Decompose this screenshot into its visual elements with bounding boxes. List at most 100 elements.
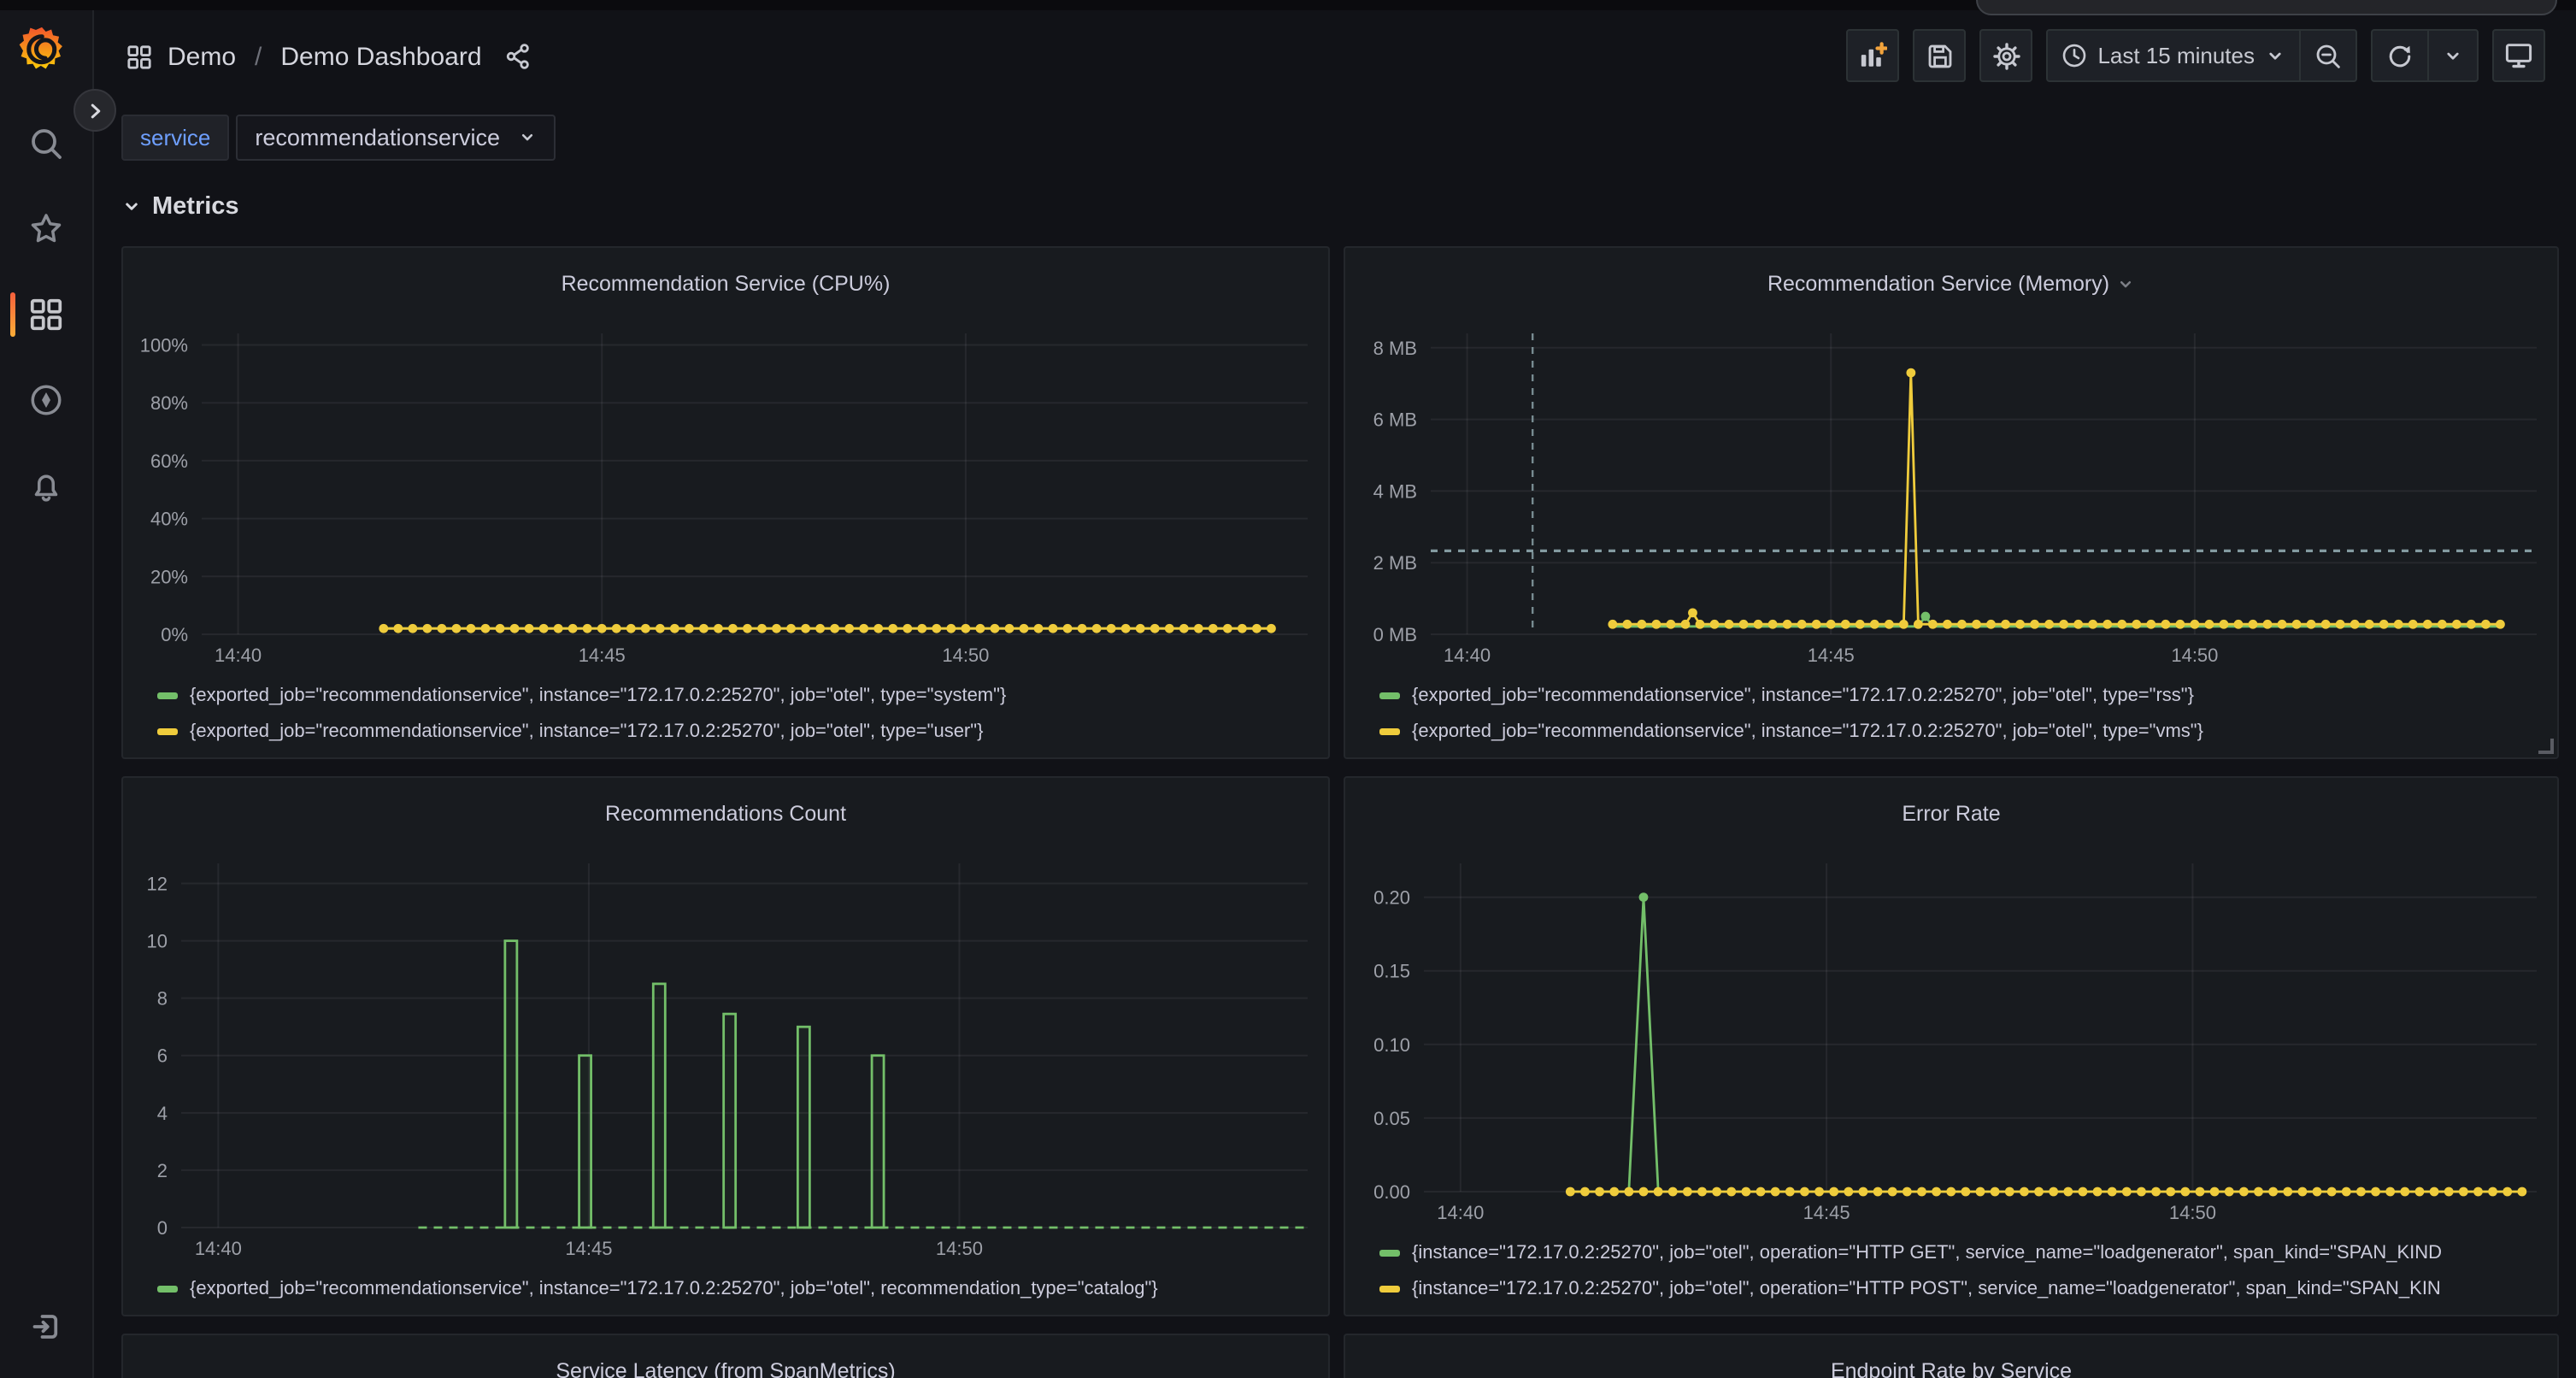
variable-selected-value: recommendationservice <box>255 125 500 150</box>
save-icon <box>1926 42 1953 69</box>
svg-text:4: 4 <box>157 1103 168 1124</box>
svg-text:0 MB: 0 MB <box>1373 624 1417 645</box>
panel-service-latency-from-spanmetrics: Service Latency (from SpanMetrics) <box>121 1334 1330 1378</box>
variable-value-select[interactable]: recommendationservice <box>236 115 555 161</box>
kiosk-mode-button[interactable] <box>2492 29 2545 82</box>
row-metrics[interactable]: Metrics <box>121 193 239 221</box>
refresh-icon <box>2386 42 2414 69</box>
breadcrumb-grid-icon[interactable] <box>126 44 152 69</box>
panel-title[interactable]: Recommendation Service (CPU%) <box>123 272 1328 296</box>
share-icon[interactable] <box>504 43 532 70</box>
refresh-interval-dropdown[interactable] <box>2427 31 2477 80</box>
legend-label: {exported_job="recommendationservice", i… <box>1412 721 2203 741</box>
legend-label: {exported_job="recommendationservice", i… <box>190 685 1006 705</box>
svg-text:0.00: 0.00 <box>1373 1181 1410 1203</box>
svg-text:2: 2 <box>157 1160 168 1181</box>
chevron-down-icon <box>517 128 536 147</box>
legend-label: {exported_job="recommendationservice", i… <box>190 1278 1158 1298</box>
panel-resize-handle[interactable] <box>2538 739 2554 754</box>
svg-text:14:40: 14:40 <box>1437 1202 1484 1223</box>
panel-error-rate: Error Rate14:4014:4514:500.000.050.100.1… <box>1344 776 2559 1316</box>
svg-text:20%: 20% <box>150 566 188 587</box>
svg-text:14:40: 14:40 <box>215 645 262 666</box>
sidebar-expand-button[interactable] <box>74 89 116 132</box>
bell-icon <box>29 468 63 503</box>
add-panel-button[interactable] <box>1846 29 1899 82</box>
add-panel-icon <box>1858 41 1887 70</box>
panel-title[interactable]: Recommendations Count <box>123 802 1328 826</box>
panel-title[interactable]: Recommendation Service (Memory) <box>1345 272 2557 296</box>
panel-recommendation-service-memory: Recommendation Service (Memory) 14:4014:4… <box>1344 246 2559 759</box>
legend-label: {exported_job="recommendationservice", i… <box>190 721 983 741</box>
panel-title[interactable]: Endpoint Rate by Service <box>1345 1359 2557 1378</box>
svg-text:6 MB: 6 MB <box>1373 409 1417 431</box>
svg-text:0.15: 0.15 <box>1373 961 1410 982</box>
chart-canvas[interactable]: 14:4014:4514:500.000.050.100.150.20 <box>1359 846 2547 1229</box>
refresh-button[interactable] <box>2373 31 2427 80</box>
legend-label: {exported_job="recommendationservice", i… <box>1412 685 2194 705</box>
breadcrumb-dashboard-title[interactable]: Demo Dashboard <box>280 42 481 71</box>
clock-icon <box>2061 43 2087 68</box>
row-title: Metrics <box>152 193 239 221</box>
svg-text:40%: 40% <box>150 509 188 530</box>
legend-swatch-yellow <box>1379 1285 1400 1292</box>
dashboard-settings-button[interactable] <box>1979 29 2032 82</box>
panel-legend: {instance="172.17.0.2:25270", job="otel"… <box>1379 1234 2547 1306</box>
zoom-out-time-button[interactable] <box>2299 31 2355 80</box>
panel-menu-caret-icon <box>2116 275 2135 294</box>
legend-item[interactable]: {exported_job="recommendationservice", i… <box>157 1270 1318 1306</box>
sidebar-item-starred[interactable] <box>0 195 92 263</box>
svg-text:8: 8 <box>157 988 168 1010</box>
legend-swatch-green <box>157 1285 178 1292</box>
legend-swatch-green <box>1379 692 1400 698</box>
breadcrumb-separator: / <box>251 42 265 71</box>
chart-canvas[interactable]: 14:4014:4514:50024681012 <box>137 846 1318 1265</box>
panel-title[interactable]: Error Rate <box>1345 802 2557 826</box>
svg-text:10: 10 <box>147 931 168 952</box>
svg-text:80%: 80% <box>150 392 188 414</box>
sidebar-item-dashboards[interactable] <box>0 280 92 349</box>
panel-title[interactable]: Service Latency (from SpanMetrics) <box>123 1359 1328 1378</box>
legend-swatch-green <box>157 692 178 698</box>
panel-legend: {exported_job="recommendationservice", i… <box>157 1270 1318 1306</box>
svg-text:14:50: 14:50 <box>2169 1202 2216 1223</box>
sign-in-icon <box>29 1310 63 1344</box>
panel-endpoint-rate-by-service: Endpoint Rate by Service <box>1344 1334 2559 1378</box>
grafana-logo[interactable] <box>17 24 67 74</box>
save-dashboard-button[interactable] <box>1913 29 1966 82</box>
variable-label[interactable]: service <box>121 115 229 161</box>
svg-text:14:50: 14:50 <box>936 1238 983 1259</box>
legend-item[interactable]: {exported_job="recommendationservice", i… <box>157 677 1318 713</box>
dashboard-grid: Recommendation Service (CPU%)14:4014:451… <box>121 246 2559 1378</box>
legend-swatch-green <box>1379 1249 1400 1256</box>
legend-item[interactable]: {exported_job="recommendationservice", i… <box>1379 713 2547 749</box>
panel-legend: {exported_job="recommendationservice", i… <box>1379 677 2547 749</box>
toolbar: Last 15 minutes <box>1846 29 2545 82</box>
svg-text:14:45: 14:45 <box>1803 1202 1850 1223</box>
svg-text:14:45: 14:45 <box>1808 645 1855 666</box>
active-section-indicator <box>10 292 15 337</box>
dashboard-header: Demo / Demo Dashboard <box>92 10 2576 103</box>
svg-text:100%: 100% <box>140 335 188 356</box>
legend-item[interactable]: {exported_job="recommendationservice", i… <box>1379 677 2547 713</box>
gear-icon <box>1992 42 2020 69</box>
panel-recommendation-service-cpu: Recommendation Service (CPU%)14:4014:451… <box>121 246 1330 759</box>
refresh-group <box>2371 29 2479 82</box>
star-icon <box>29 212 63 246</box>
legend-item[interactable]: {instance="172.17.0.2:25270", job="otel"… <box>1379 1270 2547 1306</box>
time-range-picker[interactable]: Last 15 minutes <box>2048 31 2299 80</box>
panel-legend: {exported_job="recommendationservice", i… <box>157 677 1318 749</box>
chart-canvas[interactable]: 14:4014:4514:500%20%40%60%80%100% <box>137 316 1318 672</box>
svg-text:0.05: 0.05 <box>1373 1108 1410 1129</box>
chart-canvas[interactable]: 14:4014:4514:500 MB2 MB4 MB6 MB8 MB <box>1359 316 2547 672</box>
legend-label: {instance="172.17.0.2:25270", job="otel"… <box>1412 1278 2441 1298</box>
sidebar-item-explore[interactable] <box>0 366 92 434</box>
sidebar-item-sign-in[interactable] <box>0 1293 92 1361</box>
chevron-down-icon <box>2443 45 2463 66</box>
sidebar-item-alerting[interactable] <box>0 451 92 520</box>
legend-item[interactable]: {instance="172.17.0.2:25270", job="otel"… <box>1379 1234 2547 1270</box>
svg-text:6: 6 <box>157 1045 168 1067</box>
svg-text:0: 0 <box>157 1217 168 1239</box>
legend-item[interactable]: {exported_job="recommendationservice", i… <box>157 713 1318 749</box>
breadcrumb-folder[interactable]: Demo <box>168 42 236 71</box>
